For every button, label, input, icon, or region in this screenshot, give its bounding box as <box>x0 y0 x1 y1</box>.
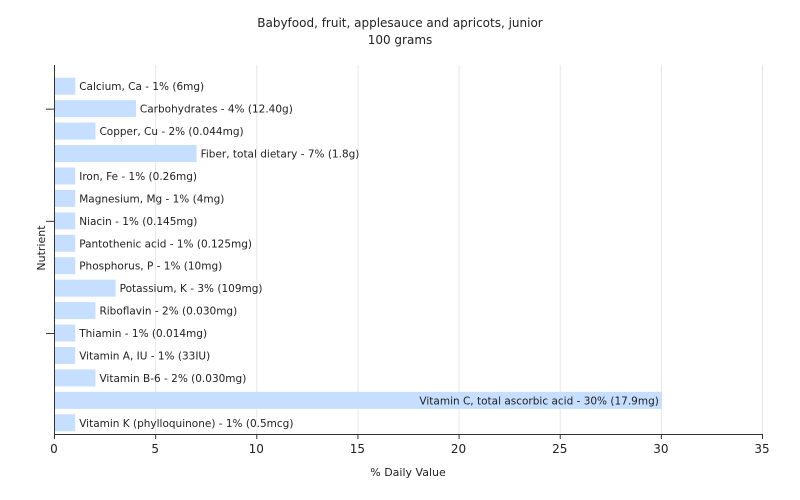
x-tick-label: 5 <box>151 442 159 456</box>
x-tick-label: 10 <box>249 442 264 456</box>
bar-label: Riboflavin - 2% (0.030mg) <box>99 306 237 318</box>
bar <box>55 100 136 118</box>
y-axis-title: Nutrient <box>35 225 48 271</box>
bar-label: Niacin - 1% (0.145mg) <box>79 216 197 228</box>
bar <box>55 212 76 230</box>
bar-label: Phosphorus, P - 1% (10mg) <box>79 261 222 273</box>
x-tick-label: 20 <box>451 442 466 456</box>
bar-label: Vitamin B-6 - 2% (0.030mg) <box>99 373 246 385</box>
bar <box>55 324 76 342</box>
bar-label: Vitamin K (phylloquinone) - 1% (0.5mcg) <box>79 418 293 430</box>
bar-label: Calcium, Ca - 1% (6mg) <box>79 81 204 93</box>
bar-label: Iron, Fe - 1% (0.26mg) <box>79 171 197 183</box>
chart-subtitle: 100 grams <box>368 33 433 47</box>
chart-title: Babyfood, fruit, applesauce and apricots… <box>257 16 543 30</box>
bar-label: Vitamin A, IU - 1% (33IU) <box>79 350 210 362</box>
grid-lines <box>155 65 763 434</box>
bar <box>55 145 197 163</box>
bar <box>55 414 76 432</box>
bar <box>55 346 76 364</box>
bar-label: Carbohydrates - 4% (12.40g) <box>140 104 293 116</box>
bar-label: Copper, Cu - 2% (0.044mg) <box>99 126 243 138</box>
x-tick-label: 30 <box>653 442 668 456</box>
x-tick-label: 0 <box>50 442 58 456</box>
bar <box>55 257 76 275</box>
bar-label: Magnesium, Mg - 1% (4mg) <box>79 193 224 205</box>
bar <box>55 122 96 140</box>
bar-label: Thiamin - 1% (0.014mg) <box>78 328 207 340</box>
x-tick-label: 25 <box>552 442 567 456</box>
bar <box>55 77 76 95</box>
bar-label: Pantothenic acid - 1% (0.125mg) <box>79 238 252 250</box>
bar <box>55 189 76 207</box>
bar <box>55 391 662 409</box>
bar-label: Fiber, total dietary - 7% (1.8g) <box>201 149 360 161</box>
bar <box>55 279 116 297</box>
bar <box>55 167 76 185</box>
axes: 0 5 10 15 20 25 30 35 <box>46 65 770 456</box>
bar <box>55 369 96 387</box>
x-tick-label: 15 <box>350 442 365 456</box>
bar-label: Vitamin C, total ascorbic acid - 30% (17… <box>419 395 658 407</box>
x-axis-title: % Daily Value <box>370 466 446 479</box>
bar <box>55 302 96 320</box>
bar <box>55 234 76 252</box>
bar-label: Potassium, K - 3% (109mg) <box>120 283 263 295</box>
x-tick-label: 35 <box>754 442 769 456</box>
bars: Calcium, Ca - 1% (6mg) Carbohydrates - 4%… <box>55 77 662 432</box>
